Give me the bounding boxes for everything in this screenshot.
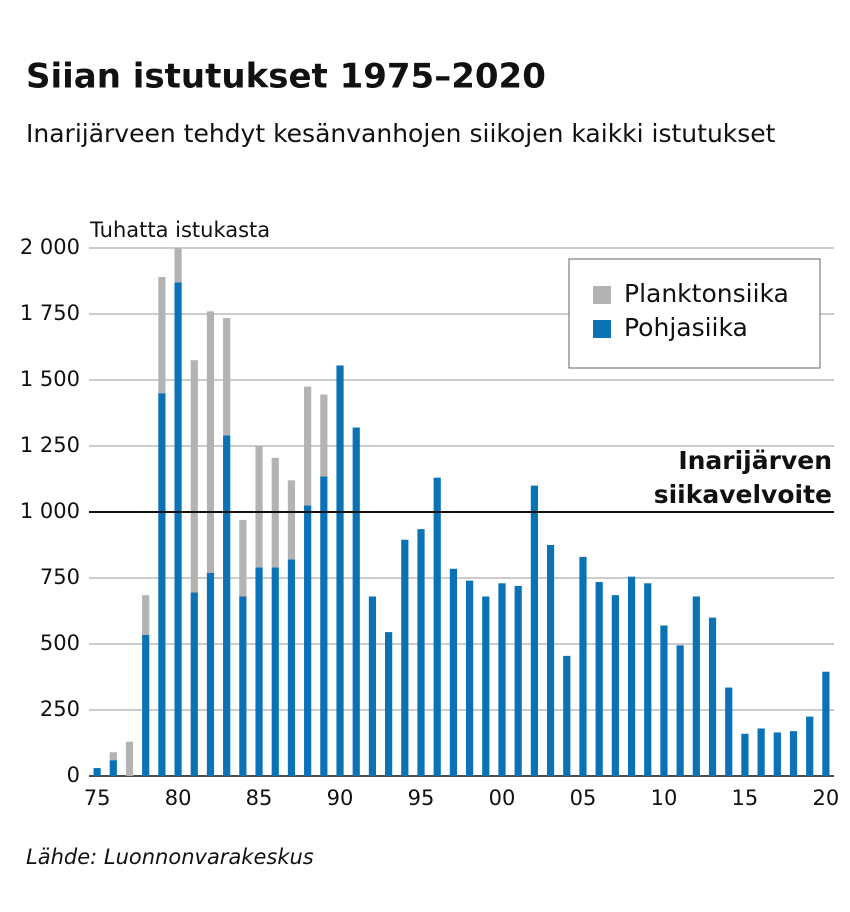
- legend-swatch: [593, 320, 611, 338]
- bar: [660, 625, 668, 776]
- bar: [109, 752, 117, 761]
- x-tick-label: 75: [84, 786, 111, 810]
- bar: [206, 572, 215, 776]
- x-tick-label: 10: [651, 786, 678, 810]
- bar: [304, 505, 312, 776]
- bar: [385, 632, 393, 776]
- bar: [142, 634, 150, 776]
- source: Lähde: Luonnonvarakeskus: [26, 845, 314, 869]
- bar: [708, 617, 717, 776]
- bar: [773, 732, 781, 776]
- reference-label: Inarijärven: [678, 446, 832, 475]
- bar: [287, 480, 296, 560]
- bar: [595, 581, 603, 776]
- bar: [741, 733, 749, 776]
- bar: [692, 596, 700, 776]
- bar: [158, 277, 166, 394]
- bar: [158, 393, 166, 776]
- bar: [190, 592, 198, 776]
- bar: [174, 282, 182, 776]
- bar: [223, 435, 231, 776]
- legend-swatch: [593, 286, 611, 304]
- bar: [320, 476, 328, 776]
- bar: [304, 386, 312, 506]
- bar: [255, 446, 263, 568]
- bar: [287, 559, 296, 776]
- y-tick-label: 1 500: [20, 367, 80, 391]
- y-tick-label: 250: [40, 697, 80, 721]
- y-tick-label: 2 000: [20, 235, 80, 259]
- bar: [789, 731, 798, 776]
- bar: [757, 728, 765, 776]
- bar: [530, 485, 538, 776]
- bar: [806, 716, 814, 776]
- bar: [449, 568, 458, 776]
- bar: [627, 576, 636, 776]
- bar: [725, 687, 733, 776]
- chart-title: Siian istutukset 1975–2020: [26, 57, 546, 97]
- bar: [514, 585, 522, 776]
- x-tick-label: 00: [489, 786, 516, 810]
- bar: [239, 596, 247, 776]
- bar: [546, 545, 555, 776]
- bar: [255, 567, 263, 776]
- y-tick-label: 500: [40, 631, 80, 655]
- legend-label: Pohjasiika: [624, 313, 748, 342]
- bar: [352, 427, 360, 776]
- bar: [676, 645, 684, 776]
- bar: [125, 741, 134, 776]
- y-axis-label: Tuhatta istukasta: [89, 218, 270, 242]
- bar: [174, 248, 182, 283]
- bar: [320, 394, 328, 477]
- bar: [271, 567, 279, 776]
- bar: [109, 760, 117, 776]
- bar: [822, 671, 830, 776]
- bar: [239, 519, 247, 597]
- bar: [611, 595, 619, 776]
- bar: [206, 311, 215, 573]
- bar: [579, 556, 587, 776]
- bar: [142, 595, 150, 635]
- bar: [368, 596, 377, 776]
- bar: [336, 365, 344, 776]
- y-tick-label: 1 000: [20, 499, 80, 523]
- bar: [417, 529, 425, 776]
- legend-box: [568, 258, 821, 369]
- bar: [644, 583, 652, 776]
- x-tick-label: 20: [813, 786, 840, 810]
- x-tick-label: 85: [246, 786, 273, 810]
- legend-label: Planktonsiika: [624, 279, 789, 308]
- chart-subtitle: Inarijärveen tehdyt kesänvanhojen siikoj…: [26, 119, 776, 148]
- bar: [190, 360, 198, 593]
- x-tick-label: 95: [408, 786, 435, 810]
- y-tick-label: 1 750: [20, 301, 80, 325]
- bar: [223, 317, 231, 436]
- x-tick-label: 05: [570, 786, 597, 810]
- bar: [498, 583, 506, 776]
- bar: [465, 580, 474, 776]
- y-tick-label: 750: [40, 565, 80, 589]
- x-tick-label: 15: [732, 786, 759, 810]
- bar: [401, 539, 409, 776]
- bar: [433, 477, 441, 776]
- reference-label: siikavelvoite: [654, 480, 832, 509]
- y-tick-label: 0: [67, 763, 80, 787]
- bar: [93, 768, 101, 776]
- x-tick-label: 80: [165, 786, 192, 810]
- bar: [482, 596, 490, 776]
- x-tick-label: 90: [327, 786, 354, 810]
- bar: [563, 655, 571, 776]
- y-tick-label: 1 250: [20, 433, 80, 457]
